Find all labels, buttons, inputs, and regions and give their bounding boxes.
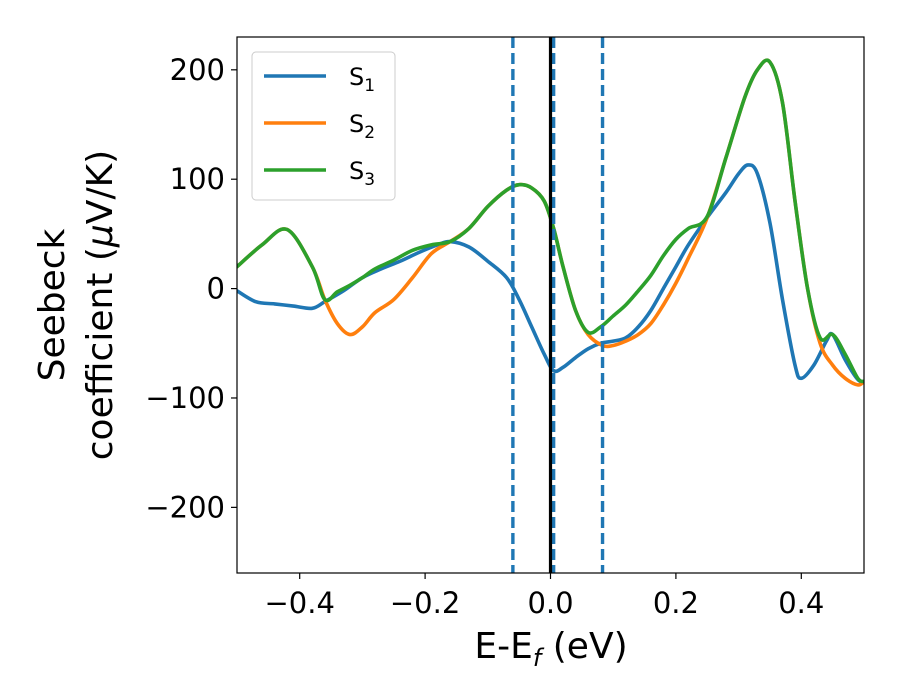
x-tick-label: −0.4 — [264, 586, 334, 620]
legend-label-s3: S3 — [349, 157, 375, 190]
y-tick-label: 0 — [207, 272, 225, 306]
plot-frame — [236, 36, 865, 574]
x-tick-label: 0.4 — [778, 586, 824, 620]
legend-box — [251, 51, 396, 201]
y-axis-label-line1: Seebeck — [32, 228, 73, 381]
y-axis-label: Seebeck coefficient (μV/K) — [32, 150, 121, 460]
x-tick-label: 0.2 — [653, 586, 699, 620]
series-line-s3 — [237, 58, 864, 384]
legend: S1 S2 S3 — [251, 51, 396, 201]
x-axis-ticks: −0.4 −0.2 0.0 0.2 0.4 — [264, 573, 824, 620]
x-tick-label: 0.0 — [527, 586, 573, 620]
legend-label-s1: S1 — [349, 63, 375, 96]
y-axis-ticks: −200 −100 0 100 200 — [145, 53, 237, 524]
y-tick-label: −200 — [145, 490, 225, 524]
x-axis-label: E-Ef (eV) — [474, 626, 627, 672]
y-tick-label: 100 — [170, 162, 225, 196]
series-line-s1 — [237, 163, 864, 384]
legend-label-s2: S2 — [349, 110, 375, 143]
y-axis-label-line2: coefficient (μV/K) — [80, 150, 121, 460]
y-tick-label: −100 — [145, 381, 225, 415]
plot-area — [237, 37, 864, 573]
x-tick-label: −0.2 — [390, 586, 460, 620]
y-tick-label: 200 — [170, 53, 225, 87]
